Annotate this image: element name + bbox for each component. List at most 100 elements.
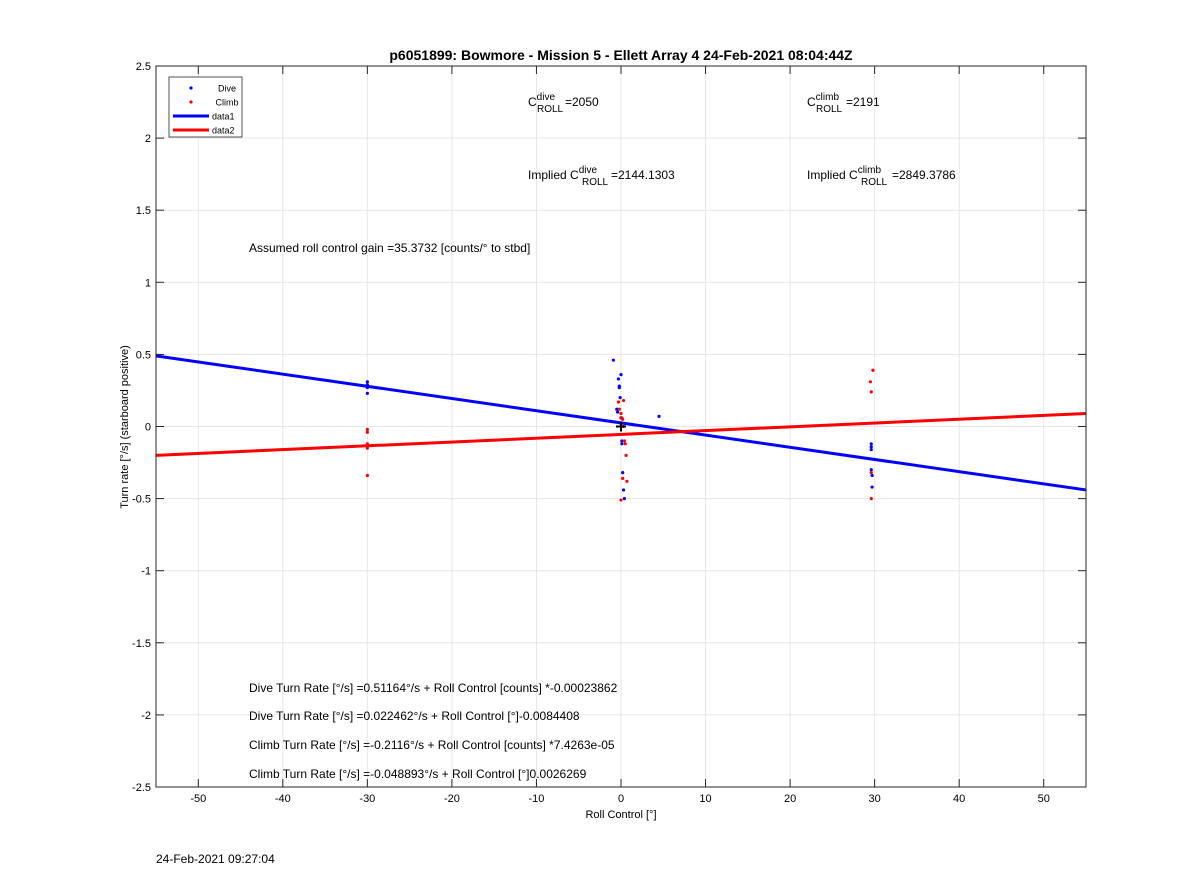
dive-point (657, 414, 661, 419)
y-tick-label: -2 (141, 710, 151, 722)
x-tick-label: 10 (699, 793, 711, 805)
dive-point (618, 396, 622, 400)
climb-point (623, 442, 627, 446)
climb-point (619, 498, 623, 502)
legend-label: Climb (215, 98, 238, 108)
y-tick-label: 2.5 (136, 61, 151, 73)
equation-dive-degrees: Dive Turn Rate [°/s] =0.022462°/s + Roll… (249, 709, 580, 723)
y-axis-label: Turn rate [°/s] (starboard positive) (119, 345, 131, 509)
svg-text:Cdive: Cdive (528, 92, 555, 109)
annotation-implied-climb: Implied Cclimb ROLL =2849.3786 (807, 165, 956, 188)
x-tick-label: 40 (953, 793, 965, 805)
dive-point (621, 471, 625, 475)
equation-climb-counts: Climb Turn Rate [°/s] =-0.2116°/s + Roll… (249, 738, 615, 752)
dive-point (869, 447, 873, 452)
dive-point (365, 385, 369, 390)
dive-point (611, 358, 615, 362)
dive-point (870, 473, 874, 478)
c-climb-base: C (807, 95, 816, 109)
gain-annotation: Assumed roll control gain =35.3732 [coun… (249, 241, 530, 255)
dive-point (620, 439, 624, 443)
legend-label: Dive (218, 84, 236, 94)
y-tick-label: -0.5 (132, 494, 151, 506)
annotation-c-climb: Cclimb ROLL =2191 (807, 92, 880, 115)
climb-point (616, 400, 621, 404)
x-tick-label: -30 (359, 793, 375, 805)
dive-point (869, 468, 873, 472)
x-tick-label: 30 (869, 793, 881, 805)
climb-point (869, 390, 873, 394)
y-tick-label: 0.5 (136, 349, 151, 361)
c-dive-sup: dive (537, 92, 556, 103)
legend-box (168, 76, 243, 138)
climb-point (625, 479, 629, 483)
climb-point (869, 471, 873, 475)
climb-point (868, 380, 873, 384)
dive-point (365, 380, 369, 384)
dive-point (622, 497, 626, 501)
annotation-c-dive: Cdive ROLL =2050 (528, 92, 599, 115)
legend: Dive Climb data1 data2 (168, 76, 243, 138)
climb-point (624, 453, 628, 457)
climb-point (617, 407, 621, 411)
climb-point (365, 473, 369, 478)
x-tick-label: 0 (618, 793, 624, 805)
legend-marker-dive (189, 86, 193, 90)
dive-point (620, 442, 624, 446)
dive-point (616, 377, 621, 381)
climb-point (365, 427, 369, 431)
dive-point (869, 442, 873, 446)
x-tick-label: -40 (275, 793, 291, 805)
implied-climb-value: =2849.3786 (892, 168, 956, 182)
dive-point (869, 445, 873, 449)
y-tick-label: -2.5 (132, 782, 151, 794)
climb-point (622, 439, 626, 443)
dive-point (615, 407, 619, 411)
climb-point (365, 446, 369, 450)
climb-point (621, 398, 626, 403)
x-axis-label: Roll Control [°] (585, 809, 656, 821)
implied-climb-sup: climb (858, 165, 882, 176)
c-climb-value: =2191 (846, 95, 880, 109)
chart-title: p6051899: Bowmore - Mission 5 - Ellett A… (389, 47, 853, 63)
dive-point (365, 391, 369, 395)
svg-text:Cclimb: Cclimb (807, 92, 839, 109)
implied-dive-prefix: Implied C (528, 168, 579, 182)
regression-equations: Dive Turn Rate [°/s] =0.51164°/s + Roll … (249, 681, 618, 781)
dive-point (365, 383, 369, 387)
annotation-implied-dive: Implied Cdive ROLL =2144.1303 (528, 165, 675, 188)
x-tick-label: -10 (529, 793, 545, 805)
c-climb-sup: climb (816, 92, 840, 103)
climb-point (621, 417, 625, 421)
climb-point (365, 430, 369, 434)
climb-point (365, 442, 369, 446)
print-timestamp: 24-Feb-2021 09:27:04 (156, 852, 275, 866)
x-tick-label: 20 (784, 793, 796, 805)
y-tick-label: -1.5 (132, 638, 151, 650)
y-tick-label: 1.5 (136, 205, 151, 217)
dive-point (870, 485, 874, 489)
implied-dive-sup: dive (579, 165, 598, 176)
y-tick-label: -1 (141, 566, 151, 578)
svg-text:Implied Cclimb: Implied Cclimb (807, 165, 881, 182)
y-tick-label: 0 (145, 422, 151, 434)
equation-dive-counts: Dive Turn Rate [°/s] =0.51164°/s + Roll … (249, 681, 618, 695)
c-dive-value: =2050 (565, 95, 599, 109)
dive-point (619, 372, 623, 377)
implied-dive-value: =2144.1303 (611, 168, 675, 182)
c-dive-base: C (528, 95, 537, 109)
legend-marker-climb (189, 100, 193, 104)
fit-line-data2 (155, 412, 1087, 457)
svg-text:Implied Cdive: Implied Cdive (528, 165, 597, 182)
dive-point (621, 488, 626, 492)
legend-label: data1 (212, 112, 235, 122)
climb-point (869, 497, 873, 501)
implied-dive-sub: ROLL (582, 177, 609, 188)
climb-point (621, 476, 625, 481)
equation-climb-degrees: Climb Turn Rate [°/s] =-0.048893°/s + Ro… (249, 767, 587, 781)
y-tick-label: 1 (145, 277, 151, 289)
x-tick-label: -50 (190, 793, 206, 805)
axis-ticks: -50 -40 -30 -20 -10 0 10 20 30 40 50 2.5 2 1.5 1 0.5 0 -0… (132, 61, 1086, 805)
c-climb-sub: ROLL (816, 104, 843, 115)
